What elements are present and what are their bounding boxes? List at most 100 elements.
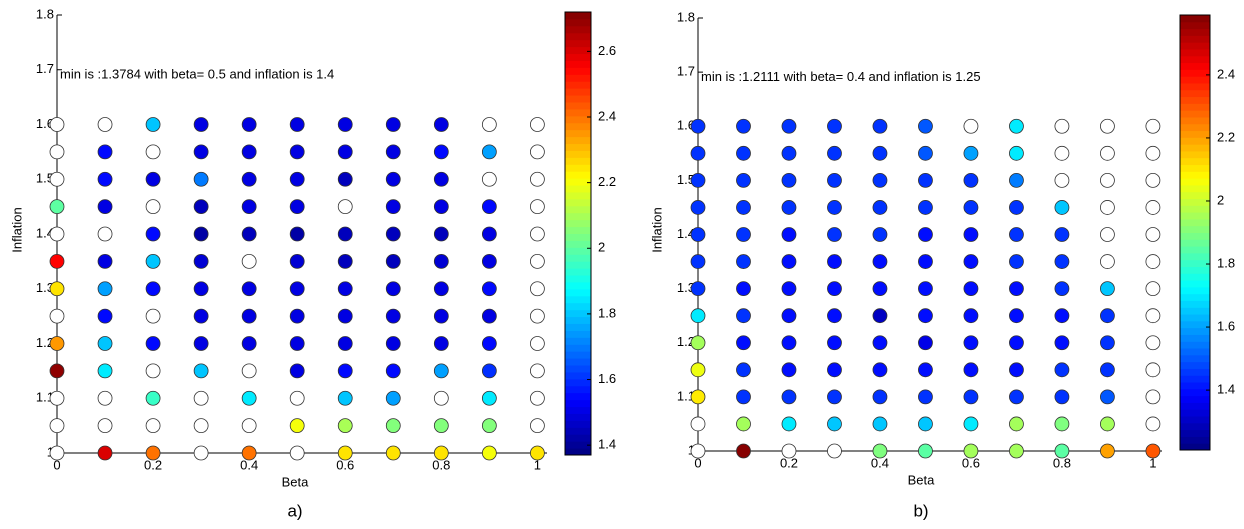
colorbar-cell — [1180, 334, 1210, 342]
data-point — [690, 362, 706, 378]
colorbar-cell — [1180, 375, 1210, 383]
colorbar-cell — [565, 143, 591, 151]
data-point — [97, 336, 113, 351]
data-point — [481, 117, 497, 132]
colorbar-cell — [1180, 69, 1210, 77]
data-point — [827, 335, 842, 351]
data-point — [337, 253, 353, 269]
data-point — [827, 254, 842, 269]
colorbar-cell — [565, 302, 591, 311]
colorbar-tick-label: 2.6 — [598, 43, 616, 58]
data-point — [963, 389, 979, 405]
data-point — [337, 336, 353, 351]
y-axis-label: Inflation — [9, 207, 24, 253]
colorbar-cell — [1180, 82, 1210, 91]
data-point — [963, 118, 979, 134]
data-point — [289, 445, 305, 461]
colorbar-cell — [1180, 164, 1210, 172]
y-tick-label: 1.7 — [36, 61, 54, 76]
data-point — [918, 227, 933, 242]
colorbar-frame — [564, 11, 592, 456]
colorbar-cell — [1180, 55, 1210, 64]
colorbar-cell — [565, 351, 591, 359]
data-point — [289, 418, 305, 434]
data-point — [963, 443, 979, 459]
data-point — [385, 226, 401, 242]
data-point — [241, 144, 257, 160]
data-point — [690, 443, 706, 459]
y-tick-label: 1.7 — [677, 64, 695, 79]
colorbar-cell — [565, 316, 591, 324]
colorbar-frame — [1179, 14, 1211, 451]
data-point — [433, 281, 449, 297]
data-point — [529, 281, 545, 297]
data-point — [337, 390, 353, 406]
data-point — [193, 390, 209, 406]
data-point — [385, 171, 401, 187]
data-point — [49, 390, 65, 406]
data-point — [1100, 416, 1115, 432]
colorbar-cell — [565, 150, 591, 158]
colorbar-cell — [565, 448, 591, 456]
data-point — [49, 281, 65, 297]
colorbar-tick-label: 2.2 — [1217, 129, 1235, 144]
data-point — [289, 336, 305, 351]
data-point — [193, 144, 209, 160]
colorbar-cell — [1180, 259, 1210, 267]
data-point — [1054, 200, 1070, 215]
data-point — [690, 227, 706, 242]
colorbar-cell — [565, 198, 591, 207]
colorbar-cell — [565, 32, 591, 41]
y-tick-label: 1.3 — [36, 280, 54, 295]
data-point — [1145, 443, 1161, 459]
data-point — [872, 227, 888, 242]
data-point — [963, 281, 979, 297]
colorbar-cell — [1180, 307, 1210, 315]
colorbar-cell — [565, 226, 591, 234]
colorbar-cell — [1180, 341, 1210, 349]
data-point — [529, 171, 545, 187]
data-point — [337, 281, 353, 297]
colorbar-cell — [565, 240, 591, 248]
data-point — [1145, 254, 1161, 269]
data-point — [289, 171, 305, 187]
data-point — [872, 254, 888, 269]
colorbar-cell — [565, 25, 591, 34]
data-point — [781, 335, 797, 351]
data-point — [736, 362, 751, 378]
data-point — [1054, 389, 1070, 405]
colorbar-cell — [565, 185, 591, 193]
colorbar-cell — [565, 53, 591, 61]
data-point — [481, 418, 497, 434]
data-point — [1009, 281, 1024, 297]
data-point — [481, 281, 497, 297]
colorbar-cell — [565, 427, 591, 435]
colorbar-cell — [565, 67, 591, 75]
data-point — [193, 199, 209, 215]
data-point — [918, 416, 933, 432]
data-point — [1145, 145, 1161, 161]
data-point — [918, 335, 933, 351]
data-point — [49, 226, 65, 242]
y-tick-label: 1.6 — [36, 116, 54, 131]
colorbar-cell — [1180, 402, 1210, 410]
colorbar-cell — [565, 74, 591, 82]
data-point — [529, 418, 545, 434]
data-point — [97, 199, 113, 215]
colorbar-cell — [565, 275, 591, 283]
data-point — [963, 172, 979, 188]
data-point — [827, 443, 842, 459]
data-point — [481, 336, 497, 351]
data-point — [481, 363, 497, 379]
data-point — [690, 335, 706, 351]
data-point — [918, 308, 933, 324]
data-point — [872, 172, 888, 188]
data-point — [872, 416, 888, 432]
data-point — [529, 253, 545, 269]
data-point — [1009, 145, 1024, 161]
data-point — [289, 199, 305, 215]
colorbar-cell — [1180, 110, 1210, 118]
colorbar-cell — [565, 413, 591, 421]
colorbar-cell — [1180, 157, 1210, 166]
data-point — [433, 418, 449, 434]
